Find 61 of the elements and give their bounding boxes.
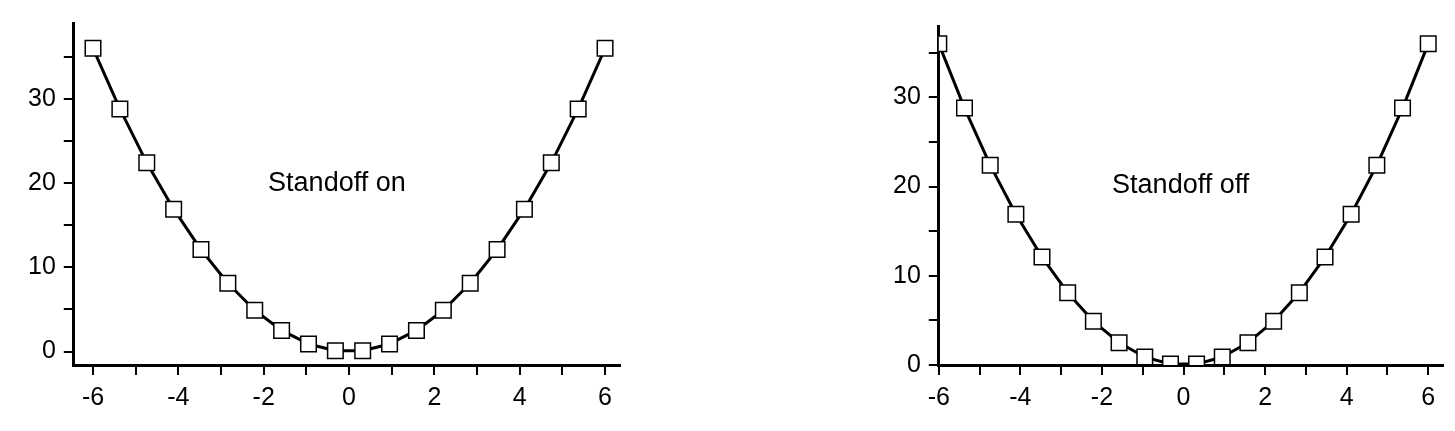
annotation: Standoff on: [268, 167, 406, 198]
y-tick-label: 20: [28, 166, 56, 195]
y-tick-label: 30: [28, 82, 56, 111]
point: [1368, 156, 1386, 174]
y-tick-label: 30: [893, 81, 921, 110]
point: [1084, 312, 1102, 330]
point: [326, 342, 344, 360]
x-tick-label: -4: [1009, 381, 1032, 410]
x-tick-label: -4: [167, 381, 190, 410]
point: [569, 100, 587, 118]
point: [1419, 35, 1437, 53]
point: [1290, 284, 1308, 302]
point: [1316, 248, 1334, 266]
point: [111, 100, 129, 118]
point: [84, 39, 102, 57]
point: [1110, 334, 1128, 352]
point: [488, 241, 506, 259]
point: [192, 241, 210, 259]
point: [407, 321, 425, 339]
y-tick-label: 0: [906, 348, 921, 377]
point: [1007, 205, 1025, 223]
point: [138, 154, 156, 172]
point: [542, 154, 560, 172]
x-tick-label: -6: [81, 381, 105, 410]
point: [381, 335, 399, 353]
x-tick-label: 2: [1258, 381, 1273, 410]
point: [354, 342, 372, 360]
x-tick-label: 6: [1421, 381, 1436, 410]
point: [1059, 284, 1077, 302]
point: [1342, 205, 1360, 223]
point: [1213, 348, 1231, 365]
x-tick-label: -2: [1090, 381, 1114, 410]
x-tick-label: -6: [927, 381, 950, 410]
y-tick-label: 10: [893, 259, 921, 288]
x-tick-label: 2: [427, 381, 442, 410]
point: [273, 321, 291, 339]
point: [165, 200, 183, 218]
point: [1265, 312, 1283, 330]
y-tick-label: 0: [41, 335, 56, 364]
point: [596, 39, 614, 57]
point: [434, 301, 452, 319]
point: [1033, 248, 1051, 266]
x-tick-label: 0: [1176, 381, 1191, 410]
x-tick-label: 4: [512, 381, 527, 410]
point: [515, 200, 533, 218]
annotation: Standoff off: [1112, 168, 1250, 199]
point: [1136, 348, 1154, 365]
point: [1394, 99, 1412, 117]
x-tick-label: -2: [252, 381, 275, 410]
y-tick-label: 10: [28, 251, 56, 280]
x-tick-label: 6: [598, 381, 613, 410]
point: [955, 99, 974, 117]
point: [981, 156, 999, 174]
point: [219, 274, 237, 292]
x-tick-label: 4: [1339, 381, 1354, 410]
point: [461, 274, 479, 292]
y-tick-label: 20: [893, 170, 921, 199]
point: [246, 301, 264, 319]
point: [299, 335, 318, 353]
point: [1239, 334, 1257, 352]
x-tick-label: 0: [342, 381, 356, 410]
